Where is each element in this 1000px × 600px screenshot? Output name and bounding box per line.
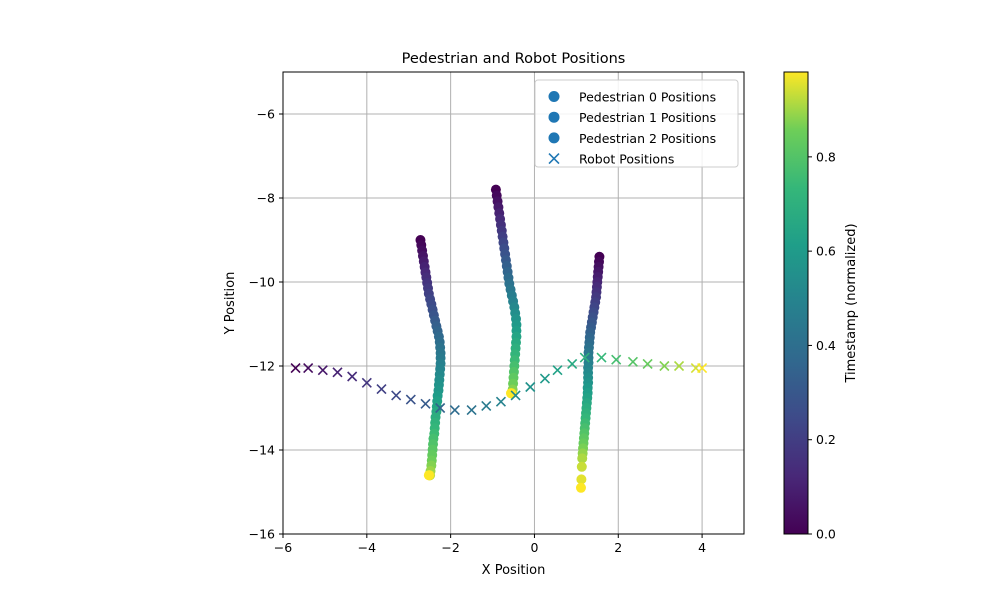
y-tick-label: −10	[249, 275, 275, 290]
x-axis-label: X Position	[482, 563, 546, 578]
legend-marker-circle	[548, 111, 560, 123]
legend-label: Pedestrian 2 Positions	[579, 131, 716, 146]
x-tick-label: 0	[530, 540, 538, 555]
colorbar-tick-label: 0.6	[816, 244, 836, 259]
robot-position-point	[317, 365, 328, 376]
pedestrian-0-position-point	[423, 470, 434, 481]
robot-position-point	[347, 371, 358, 382]
colorbar-tick-label: 0.4	[816, 338, 836, 353]
robot-position-point	[495, 396, 506, 407]
robot-position-point	[673, 360, 685, 372]
pedestrian-2-position-point	[576, 474, 587, 485]
y-axis-label: Y Position	[223, 272, 238, 336]
x-tick-label: 2	[614, 540, 622, 555]
plot-area-frame	[282, 71, 745, 535]
robot-position-point	[697, 363, 708, 374]
robot-position-point	[376, 384, 387, 395]
y-tick-label: −16	[249, 527, 275, 542]
robot-position-point	[481, 400, 492, 411]
robot-position-point	[525, 381, 536, 393]
chart-title: Pedestrian and Robot Positions	[402, 51, 626, 67]
y-tick-label: −14	[249, 443, 275, 458]
legend-marker-circle	[548, 132, 560, 144]
pedestrian-2-position-point	[576, 461, 587, 472]
robot-position-point	[611, 354, 622, 365]
robot-position-point	[391, 390, 402, 401]
robot-position-point	[579, 352, 590, 363]
y-tick-label: −8	[257, 191, 275, 206]
legend-label: Pedestrian 1 Positions	[579, 110, 716, 125]
legend-marker-x	[548, 153, 560, 165]
x-tick-label: −2	[441, 540, 459, 555]
robot-position-point	[420, 398, 431, 409]
colorbar-tick-label: 0.8	[816, 149, 836, 164]
axes: −6 −4 −2 0 2 4 −16 −14 −12 −10 −8 −6	[249, 107, 707, 556]
robot-position-point	[539, 373, 550, 384]
x-tick-label: −4	[358, 540, 376, 555]
robot-position-point	[332, 367, 343, 378]
colorbar-ticks: 0.0 0.2 0.4 0.6 0.8	[808, 149, 836, 542]
legend-label: Robot Positions	[579, 152, 674, 167]
colorbar-tick-label: 0.2	[816, 432, 836, 447]
robot-position-point	[510, 390, 521, 401]
robot-position-point	[303, 363, 314, 374]
pedestrian-2-position-point	[577, 453, 588, 464]
robot-position-point	[596, 352, 607, 363]
robot-position-point	[449, 405, 460, 416]
robot-position-point	[466, 405, 477, 416]
robot-position-point	[642, 358, 653, 369]
pedestrian-1-position-point	[505, 388, 516, 399]
pedestrian-2-position-point	[575, 482, 586, 493]
robot-position-point	[552, 365, 563, 376]
x-tick-label: 4	[698, 540, 706, 555]
y-tick-label: −12	[249, 359, 275, 374]
robot-position-point	[435, 402, 446, 414]
robot-position-point	[659, 360, 670, 372]
robot-position-point	[290, 363, 301, 374]
y-tick-label: −6	[257, 107, 275, 122]
colorbar-label: Timestamp (normalized)	[844, 223, 859, 383]
legend-marker-circle	[548, 91, 560, 102]
robot-position-point	[567, 358, 578, 369]
robot-position-point	[405, 394, 416, 405]
robot-position-point	[361, 377, 372, 388]
legend-label: Pedestrian 0 Positions	[579, 90, 716, 105]
robot-position-point	[627, 356, 639, 367]
legend-box	[534, 79, 739, 168]
data-marks	[290, 184, 708, 493]
colorbar	[783, 71, 809, 535]
colorbar-tick-label: 0.0	[816, 527, 836, 542]
x-tick-label: −6	[274, 540, 292, 555]
legend: Pedestrian 0 Positions Pedestrian 1 Posit…	[534, 79, 739, 168]
